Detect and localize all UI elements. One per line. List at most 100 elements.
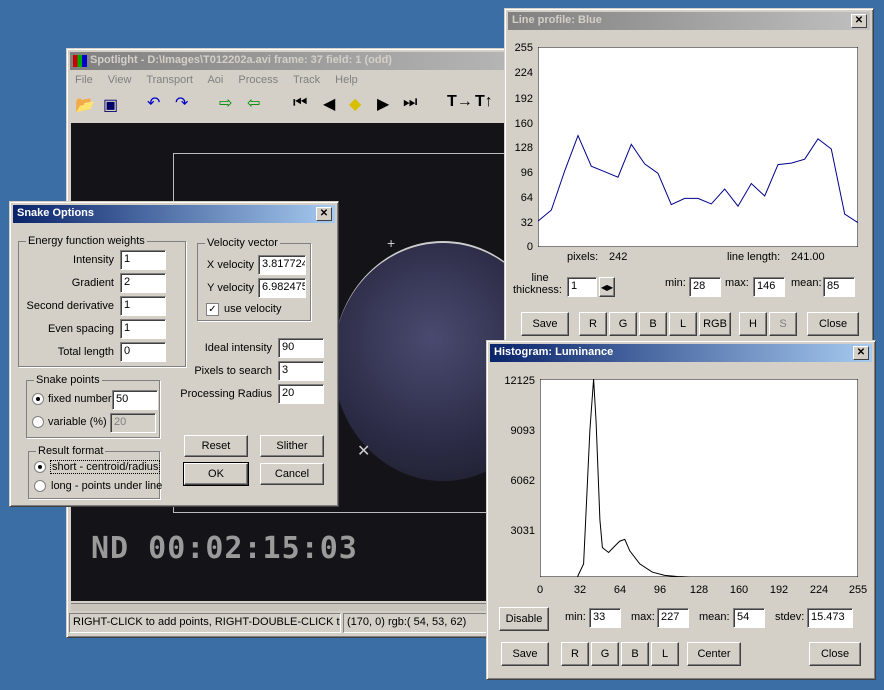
thickness-spinner[interactable]: ◀▶ [599, 277, 615, 297]
histogram-close-icon[interactable]: ✕ [853, 346, 869, 360]
snake-title: Snake Options [17, 207, 95, 219]
long-format-label: long - points under line [51, 480, 163, 492]
toolbar: 📂 ▣ ↶ ↷ ⇨ ⇦ ⏮ ◀ ◆ ▶ ⏭ T→ T↑ [71, 93, 511, 117]
backward-track-icon[interactable]: ⇦ [247, 95, 261, 112]
histogram-l-button[interactable]: L [651, 642, 679, 666]
horizontal-scrollbar[interactable] [71, 603, 511, 611]
ok-button[interactable]: OK [183, 462, 249, 486]
even-spacing-label: Even spacing [47, 323, 114, 335]
profile-close-icon[interactable]: ✕ [851, 14, 867, 28]
snake-options-dialog: Snake Options ✕ Energy function weights … [9, 201, 339, 507]
open-icon[interactable]: 📂 [75, 97, 95, 114]
fast-forward-icon[interactable]: ⏭ [403, 94, 418, 111]
menu-file[interactable]: File [75, 74, 93, 86]
profile-s-button[interactable]: S [769, 312, 797, 336]
gradient-input[interactable]: 2 [120, 273, 166, 293]
intensity-input[interactable]: 1 [120, 250, 166, 270]
profile-l-button[interactable]: L [669, 312, 697, 336]
spotlight-titlebar[interactable]: Spotlight - D:\Images\T012202a.avi frame… [70, 52, 602, 70]
x-velocity-input[interactable]: 3.817724 [258, 255, 306, 275]
menu-aoi[interactable]: Aoi [207, 74, 224, 86]
profile-save-button[interactable]: Save [521, 312, 569, 336]
text-right-icon[interactable]: T→ [447, 93, 473, 110]
thickness-input[interactable]: 1 [567, 277, 597, 297]
ideal-intensity-label: Ideal intensity [204, 342, 272, 354]
use-velocity-checkbox[interactable]: ✓ [206, 303, 219, 316]
step-forward-icon[interactable]: ▶ [377, 96, 390, 113]
intensity-label: Intensity [73, 254, 114, 266]
stop-icon[interactable]: ◆ [349, 96, 362, 113]
crosshair-marker[interactable]: + [387, 235, 396, 251]
y-velocity-input[interactable]: 6.982475 [258, 278, 306, 298]
profile-min-label: min: [665, 277, 686, 289]
app-icon [73, 55, 87, 67]
even-spacing-input[interactable]: 1 [120, 319, 166, 339]
histogram-save-button[interactable]: Save [501, 642, 549, 666]
histogram-window: Histogram: Luminance ✕ 12125 9093 6062 3… [486, 340, 876, 680]
snake-titlebar[interactable]: Snake Options [13, 205, 335, 223]
profile-h-button[interactable]: H [739, 312, 767, 336]
snake-point-marker[interactable]: ✕ [357, 443, 371, 460]
menu-track[interactable]: Track [293, 74, 321, 86]
undo-icon[interactable]: ↶ [147, 95, 161, 112]
cancel-button[interactable]: Cancel [260, 463, 324, 485]
profile-ytick: 192 [514, 93, 533, 105]
profile-max-input: 146 [753, 277, 785, 297]
histogram-g-button[interactable]: G [591, 642, 619, 666]
profile-max-label: max: [725, 277, 749, 289]
long-format-radio[interactable] [34, 480, 46, 492]
snake-close-icon[interactable]: ✕ [316, 207, 332, 221]
profile-titlebar[interactable]: Line profile: Blue [508, 12, 870, 30]
histogram-ytick: 12125 [504, 375, 535, 387]
thickness-label-line2: thickness: [513, 284, 562, 296]
histogram-close-button[interactable]: Close [809, 642, 861, 666]
processing-radius-input[interactable]: 20 [278, 384, 324, 404]
profile-r-button[interactable]: R [579, 312, 607, 336]
status-left: RIGHT-CLICK to add points, RIGHT-DOUBLE-… [69, 613, 341, 633]
fixed-number-radio[interactable] [32, 393, 44, 405]
histogram-max-label: max: [631, 611, 655, 623]
variable-input[interactable]: 20 [110, 413, 156, 433]
total-length-input[interactable]: 0 [120, 342, 166, 362]
menu-transport[interactable]: Transport [146, 74, 193, 86]
ideal-intensity-input[interactable]: 90 [278, 338, 324, 358]
histogram-titlebar[interactable]: Histogram: Luminance [490, 344, 872, 362]
histogram-stdev-input: 15.473 [807, 608, 853, 628]
rewind-icon[interactable]: ⏮ [293, 94, 308, 111]
pixels-to-search-input[interactable]: 3 [278, 361, 324, 381]
redo-icon[interactable]: ↷ [175, 95, 189, 112]
histogram-xtick: 224 [809, 584, 829, 596]
profile-g-button[interactable]: G [609, 312, 637, 336]
text-up-icon[interactable]: T↑ [475, 93, 493, 110]
save-icon[interactable]: ▣ [103, 97, 119, 114]
line-profile-window: Line profile: Blue ✕ 255 224 192 160 128… [504, 8, 874, 342]
profile-b-button[interactable]: B [639, 312, 667, 336]
fixed-number-input[interactable]: 50 [112, 390, 158, 410]
reset-button[interactable]: Reset [184, 435, 248, 457]
x-velocity-label: X velocity [206, 259, 254, 271]
menu-help[interactable]: Help [335, 74, 358, 86]
histogram-mean-input: 54 [733, 608, 765, 628]
histogram-b-button[interactable]: B [621, 642, 649, 666]
profile-ytick: 160 [514, 118, 533, 130]
velocity-group: Velocity vector [197, 237, 311, 321]
profile-rgb-button[interactable]: RGB [699, 312, 731, 336]
variable-label: variable (%) [48, 416, 107, 428]
histogram-xtick: 255 [848, 584, 868, 596]
short-format-radio[interactable] [34, 461, 46, 473]
variable-radio[interactable] [32, 416, 44, 428]
histogram-r-button[interactable]: R [561, 642, 589, 666]
menu-process[interactable]: Process [238, 74, 279, 86]
step-back-icon[interactable]: ◀ [323, 96, 336, 113]
histogram-xtick: 192 [769, 584, 789, 596]
second-derivative-input[interactable]: 1 [120, 296, 166, 316]
slither-button[interactable]: Slither [260, 435, 324, 457]
forward-track-icon[interactable]: ⇨ [219, 95, 233, 112]
histogram-xtick: 96 [653, 584, 667, 596]
histogram-center-button[interactable]: Center [687, 642, 741, 666]
profile-series-line [538, 134, 858, 224]
profile-close-button[interactable]: Close [807, 312, 859, 336]
disable-button[interactable]: Disable [499, 607, 549, 631]
tracked-blob [333, 241, 511, 481]
menu-view[interactable]: View [107, 74, 132, 86]
